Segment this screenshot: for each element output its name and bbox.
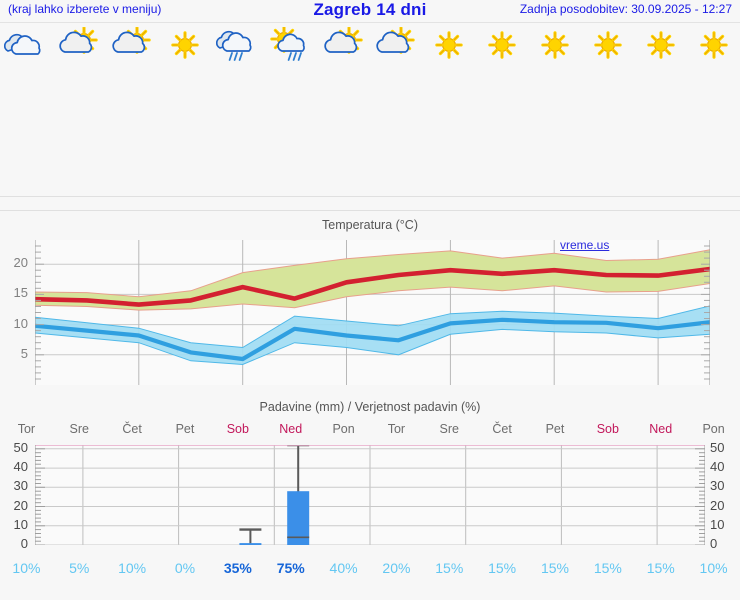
header-divider [0,22,740,23]
page-header: (kraj lahko izberete v meniju) Zagreb 14… [0,0,740,22]
strip-divider-top [0,196,740,197]
precipitation-chart-title: Padavine (mm) / Verjetnost padavin (%) [0,400,740,414]
forecast-day-column[interactable] [53,24,106,66]
precipitation-probability: 15% [540,560,569,576]
precipitation-day-label: Sob [596,422,619,436]
precipitation-day-label: Sre [69,422,89,436]
forecast-day-column[interactable] [687,24,740,66]
precipitation-day-label: Tor [387,422,406,436]
partly-sunny-icon [317,26,370,66]
precipitation-day-label: Čet [492,422,512,436]
sunny-icon [159,26,212,66]
forecast-day-column[interactable] [370,24,423,66]
precipitation-y-tick-left: 0 [20,536,28,551]
sun-rain-icon [264,26,317,66]
temperature-chart-title: Temperatura (°C) [0,218,740,232]
precipitation-day-label: Pon [702,422,725,436]
precipitation-probability: 10% [118,560,147,576]
forecast-day-column[interactable] [529,24,582,66]
temperature-y-tick: 5 [20,345,28,361]
precipitation-probability: 0% [174,560,196,576]
precipitation-day-label: Tor [17,422,36,436]
partly-sunny-icon [53,26,106,66]
forecast-day-column[interactable] [264,24,317,66]
partly-sunny-icon [370,26,423,66]
precipitation-probability: 20% [382,560,411,576]
precipitation-day-label: Ned [279,422,303,436]
precipitation-probability: 15% [646,560,675,576]
precipitation-y-tick-left: 20 [13,497,28,513]
sunny-icon [529,26,582,66]
precipitation-probability: 15% [435,560,464,576]
temperature-y-tick: 10 [13,315,28,331]
precipitation-day-label: Čet [122,422,142,436]
precipitation-day-label: Sob [226,422,249,436]
precipitation-probability: 5% [69,560,90,576]
rain-icon [211,26,264,66]
precipitation-y-tick-right: 20 [710,497,725,513]
precipitation-y-tick-left: 40 [13,459,28,475]
precipitation-probability: 15% [488,560,517,576]
precipitation-y-tick-right: 30 [710,478,725,494]
precipitation-chart: Padavine (mm) / Verjetnost padavin (%) T… [0,400,740,600]
precipitation-probability: 10% [12,560,41,576]
forecast-day-column[interactable] [159,24,212,66]
forecast-day-column[interactable] [211,24,264,66]
precipitation-day-label: Pon [332,422,355,436]
forecast-day-column[interactable] [423,24,476,66]
precipitation-probability: 75% [276,560,305,576]
precipitation-y-tick-right: 40 [710,459,725,475]
forecast-day-column[interactable] [634,24,687,66]
daily-forecast-strip [0,24,740,189]
temperature-chart-title-text: Temperatura (°C) [322,218,418,232]
forecast-day-column[interactable] [317,24,370,66]
sunny-icon [634,26,687,66]
temperature-chart: Temperatura (°C) 5 10 15 20 [0,218,740,388]
site-watermark: vreme.us [560,238,610,252]
forecast-day-column[interactable] [581,24,634,66]
temperature-y-tick: 20 [13,255,28,271]
temperature-y-tick: 15 [13,285,28,301]
precipitation-probability: 10% [699,560,728,576]
sunny-icon [476,26,529,66]
precipitation-chart-title-text: Padavine (mm) / Verjetnost padavin (%) [259,400,481,414]
sunny-icon [581,26,634,66]
precipitation-y-tick-right: 0 [710,536,718,551]
forecast-day-column[interactable] [476,24,529,66]
precipitation-day-label: Ned [649,422,673,436]
precipitation-y-tick-right: 10 [710,516,725,532]
precipitation-y-tick-left: 50 [13,439,28,455]
precipitation-day-label: Pet [545,422,565,436]
page-title: Zagreb 14 dni [313,0,427,19]
precipitation-y-tick-left: 10 [13,516,28,532]
precipitation-probability: 35% [223,560,252,576]
precipitation-y-tick-right: 50 [710,439,725,455]
forecast-day-column[interactable] [106,24,159,66]
precipitation-probability: 15% [593,560,622,576]
precipitation-probability: 40% [329,560,358,576]
sunny-icon [687,26,740,66]
precipitation-day-label: Pet [175,422,195,436]
location-menu-note: (kraj lahko izberete v meniju) [8,2,162,16]
sunny-icon [423,26,476,66]
partly-sunny-icon [106,26,159,66]
strip-divider-bottom [0,210,740,211]
precipitation-day-label: Sre [439,422,459,436]
temperature-plot-area [34,240,711,385]
cloudy-icon [0,26,53,66]
forecast-day-column[interactable] [0,24,53,66]
precipitation-y-tick-left: 30 [13,478,28,494]
precipitation-plot-area [34,443,706,546]
last-updated-label: Zadnja posodobitev: 30.09.2025 - 12:27 [519,2,732,16]
precipitation-day-labels: Tor Sre Čet Pet Sob Ned Pon Tor Sre Čet Pet Sob Ned P… [0,422,740,440]
